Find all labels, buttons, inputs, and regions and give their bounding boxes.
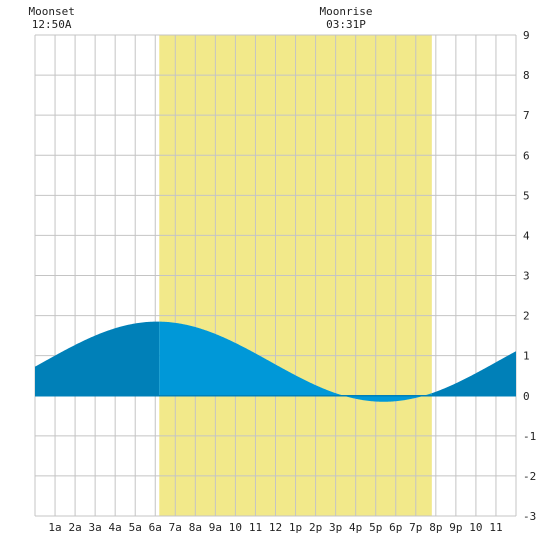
x-tick-label: 6a	[149, 521, 162, 534]
y-tick-label: 5	[523, 189, 530, 202]
moonrise-time: 03:31P	[326, 18, 366, 31]
y-tick-label: 4	[523, 229, 530, 242]
x-tick-label: 4p	[349, 521, 362, 534]
y-tick-label: -2	[523, 470, 536, 483]
tide-area-night-evening	[431, 351, 516, 396]
moonrise-title: Moonrise	[320, 5, 373, 18]
x-tick-label: 12	[269, 521, 282, 534]
y-tick-label: -1	[523, 430, 536, 443]
moonset-title: Moonset	[28, 5, 74, 18]
tide-area-night-morning	[35, 321, 160, 396]
x-tick-label: 3a	[89, 521, 102, 534]
moonset-time: 12:50A	[32, 18, 72, 31]
x-tick-label: 1a	[48, 521, 61, 534]
y-tick-label: 7	[523, 109, 530, 122]
x-tick-label: 7a	[169, 521, 182, 534]
y-tick-label: 0	[523, 390, 530, 403]
x-tick-label: 1p	[289, 521, 302, 534]
tide-area-day	[159, 321, 432, 402]
x-tick-label: 11	[489, 521, 502, 534]
y-tick-label: 2	[523, 310, 530, 323]
x-tick-label: 7p	[409, 521, 422, 534]
x-tick-label: 8p	[429, 521, 442, 534]
y-tick-label: 1	[523, 350, 530, 363]
x-tick-label: 4a	[109, 521, 122, 534]
x-tick-label: 11	[249, 521, 262, 534]
x-tick-label: 2p	[309, 521, 322, 534]
x-tick-label: 5a	[129, 521, 142, 534]
x-tick-label: 5p	[369, 521, 382, 534]
y-tick-label: 9	[523, 29, 530, 42]
y-tick-label: 6	[523, 149, 530, 162]
x-tick-label: 10	[469, 521, 482, 534]
y-tick-label: 8	[523, 69, 530, 82]
y-tick-label: 3	[523, 270, 530, 283]
x-tick-label: 6p	[389, 521, 402, 534]
x-tick-label: 8a	[189, 521, 202, 534]
x-tick-label: 10	[229, 521, 242, 534]
x-tick-label: 2a	[68, 521, 81, 534]
x-tick-label: 9a	[209, 521, 222, 534]
x-tick-label: 3p	[329, 521, 342, 534]
y-tick-label: -3	[523, 510, 536, 523]
x-tick-label: 9p	[449, 521, 462, 534]
